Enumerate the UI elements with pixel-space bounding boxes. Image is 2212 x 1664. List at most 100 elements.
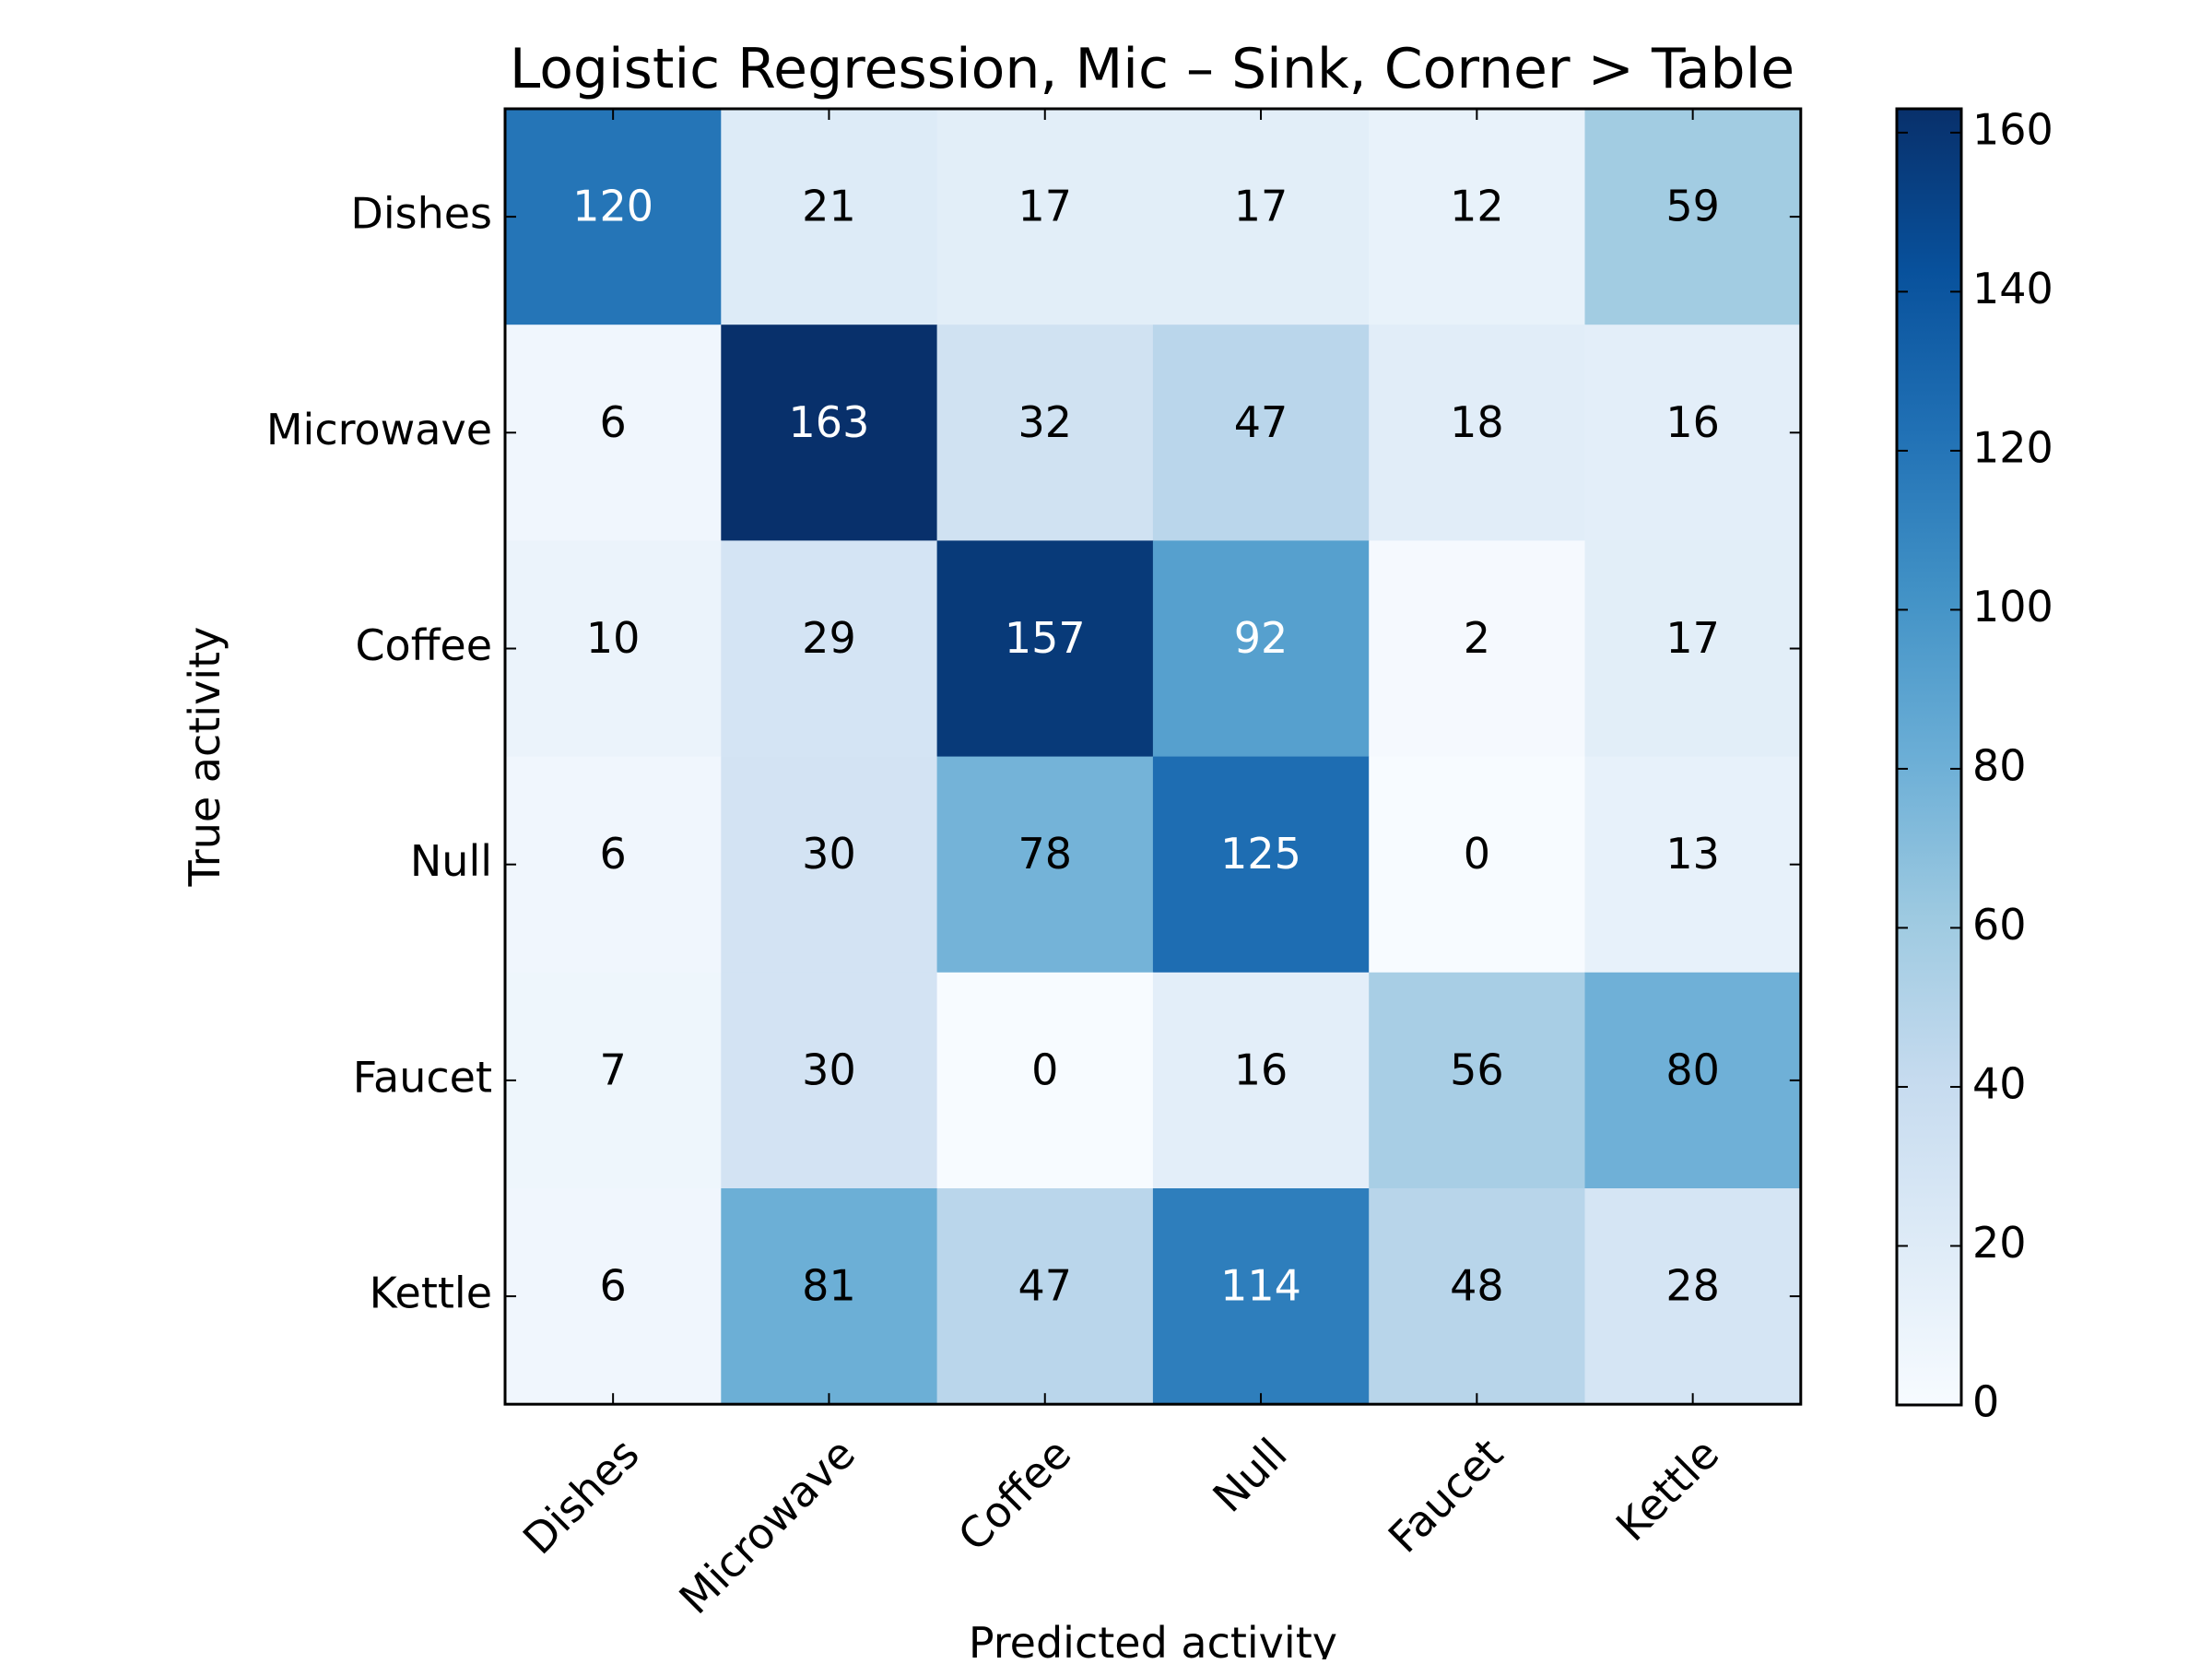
- heatmap-cell-r1-c5: [1584, 325, 1802, 541]
- x-tick-label: Null: [1203, 1429, 1296, 1522]
- cell-value-label: 29: [802, 613, 856, 663]
- cell-value-label: 0: [1031, 1044, 1058, 1094]
- cell-value-label: 47: [1018, 1261, 1072, 1311]
- x-tick-label: Kettle: [1606, 1429, 1728, 1551]
- y-tick-label: Coffee: [355, 620, 492, 670]
- colorbar-tick-label: 80: [1972, 740, 2027, 790]
- cell-value-label: 6: [600, 397, 627, 447]
- x-tick-label: Microwave: [670, 1429, 865, 1624]
- heatmap-cell-r0-c3: [1152, 109, 1370, 325]
- heatmap-cell-r0-c5: [1584, 109, 1802, 325]
- heatmap-cell-r4-c2: [936, 972, 1154, 1189]
- heatmap-cell-r4-c3: [1152, 972, 1370, 1189]
- heatmap-cell-r5-c3: [1152, 1188, 1370, 1405]
- cell-value-label: 30: [802, 1044, 856, 1094]
- colorbar-tick-label: 120: [1972, 422, 2053, 472]
- cell-value-label: 81: [802, 1261, 856, 1311]
- cell-value-label: 17: [1018, 182, 1072, 231]
- heatmap-cell-r2-c4: [1369, 540, 1586, 758]
- heatmap-cell-r1-c3: [1152, 325, 1370, 541]
- heatmap-cell-r3-c1: [721, 756, 938, 974]
- x-tick-label: Coffee: [948, 1429, 1080, 1561]
- cell-value-label: 92: [1234, 613, 1288, 663]
- cell-value-label: 47: [1234, 397, 1288, 447]
- heatmap-cell-r2-c0: [505, 540, 722, 758]
- cell-value-label: 13: [1665, 829, 1720, 879]
- x-axis-label: Predicted activity: [969, 1618, 1337, 1659]
- x-tick-label: Faucet: [1379, 1429, 1512, 1563]
- cell-value-label: 56: [1450, 1044, 1504, 1094]
- cell-value-label: 7: [600, 1044, 627, 1094]
- x-tick-label: Dishes: [513, 1429, 649, 1564]
- colorbar-tick-label: 60: [1972, 900, 2027, 950]
- heatmap-cell-r5-c4: [1369, 1188, 1586, 1405]
- heatmap-cell-r3-c4: [1369, 756, 1586, 974]
- heatmap-cell-r4-c4: [1369, 972, 1586, 1189]
- cell-value-label: 28: [1665, 1261, 1720, 1311]
- heatmap-cell-r2-c5: [1584, 540, 1802, 758]
- heatmap-cell-r4-c5: [1584, 972, 1802, 1189]
- colorbar-ticks: 0 20 40 60 80 100 120 140 160: [1897, 104, 2053, 1427]
- heatmap-cell-r5-c5: [1584, 1188, 1802, 1405]
- y-tick-label: Dishes: [350, 189, 492, 239]
- y-tick-label: Microwave: [266, 405, 492, 454]
- heatmap-cell-r0-c0: [505, 109, 722, 325]
- colorbar-tick-label: 140: [1972, 264, 2053, 313]
- y-tick-label: Kettle: [370, 1269, 492, 1318]
- y-tick-labels: Dishes Microwave Coffee Null Faucet Kettle: [266, 189, 492, 1318]
- cell-value-label: 32: [1018, 397, 1072, 447]
- heatmap-cell-r2-c2: [936, 540, 1154, 758]
- heatmap-cell-r1-c0: [505, 325, 722, 541]
- colorbar-tick-label: 160: [1972, 104, 2053, 154]
- heatmap-cells: [505, 109, 1802, 1405]
- cell-value-label: 120: [572, 182, 653, 231]
- heatmap-cell-r2-c3: [1152, 540, 1370, 758]
- heatmap-cell-labels: 120 21 17 17 12 59 6 163 32 47 18 16 10 29 157 92 2 17 6 30…: [572, 182, 1720, 1311]
- cell-value-label: 16: [1234, 1044, 1288, 1094]
- cell-value-label: 157: [1005, 613, 1086, 663]
- y-tick-label: Faucet: [353, 1052, 492, 1102]
- heatmap-cell-r3-c3: [1152, 756, 1370, 974]
- heatmap-cell-r1-c1: [721, 325, 938, 541]
- y-tick-label: Null: [410, 836, 492, 886]
- heatmap-cell-r3-c2: [936, 756, 1154, 974]
- cell-value-label: 17: [1665, 613, 1720, 663]
- cell-value-label: 6: [600, 829, 627, 879]
- heatmap-cell-r3-c5: [1584, 756, 1802, 974]
- cell-value-label: 12: [1450, 182, 1504, 231]
- heatmap-cell-r0-c2: [936, 109, 1154, 325]
- heatmap-cell-r2-c1: [721, 540, 938, 758]
- cell-value-label: 0: [1464, 829, 1490, 879]
- cell-value-label: 6: [600, 1261, 627, 1311]
- heatmap-cell-r1-c2: [936, 325, 1154, 541]
- cell-value-label: 125: [1220, 829, 1301, 879]
- cell-value-label: 16: [1665, 397, 1720, 447]
- cell-value-label: 2: [1464, 613, 1490, 663]
- heatmap-cell-r4-c0: [505, 972, 722, 1189]
- y-axis-label: True activity: [180, 627, 229, 888]
- cell-value-label: 114: [1220, 1261, 1301, 1311]
- colorbar: [1897, 109, 1961, 1405]
- plot-frame: [503, 107, 1803, 1406]
- cell-value-label: 10: [586, 613, 641, 663]
- cell-value-label: 163: [789, 397, 870, 447]
- colorbar-tick-label: 40: [1972, 1058, 2027, 1108]
- cell-value-label: 80: [1665, 1044, 1720, 1094]
- heatmap-cell-r1-c4: [1369, 325, 1586, 541]
- axis-ticks: [505, 109, 1801, 1405]
- chart-title: Logistic Regression, Mic – Sink, Corner …: [510, 37, 1794, 101]
- heatmap-cell-r3-c0: [505, 756, 722, 974]
- x-tick-labels: Dishes Microwave Coffee Null Faucet Kettle: [513, 1429, 1728, 1624]
- heatmap-cell-r0-c1: [721, 109, 938, 325]
- heatmap-cell-r4-c1: [721, 972, 938, 1189]
- colorbar-tick-label: 100: [1972, 582, 2053, 631]
- colorbar-tick-label: 0: [1972, 1377, 1999, 1427]
- cell-value-label: 17: [1234, 182, 1288, 231]
- cell-value-label: 30: [802, 829, 856, 879]
- cell-value-label: 48: [1450, 1261, 1504, 1311]
- heatmap-cell-r5-c1: [721, 1188, 938, 1405]
- heatmap-cell-r0-c4: [1369, 109, 1586, 325]
- heatmap-cell-r5-c0: [505, 1188, 722, 1405]
- cell-value-label: 18: [1450, 397, 1504, 447]
